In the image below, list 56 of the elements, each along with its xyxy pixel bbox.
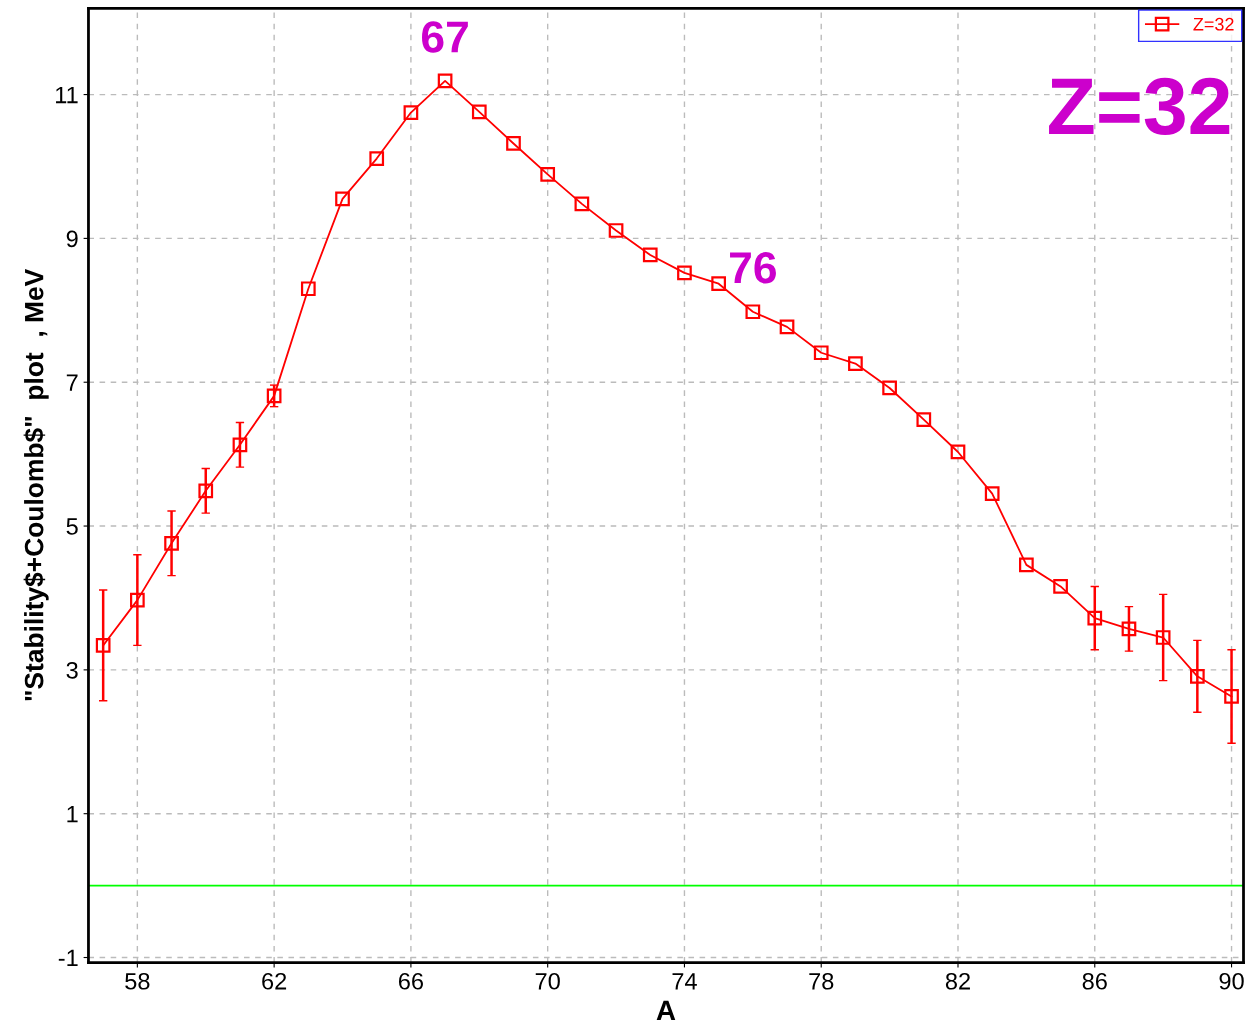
- point: [437, 73, 453, 89]
- annotation: 67: [422, 21, 468, 53]
- y-tick-label: 3: [66, 661, 78, 679]
- legend-label: Z=32: [1193, 17, 1234, 31]
- point: [300, 281, 316, 297]
- point: [198, 483, 214, 499]
- point: [506, 136, 521, 151]
- x-tick-label: 82: [945, 972, 970, 990]
- point: [130, 592, 145, 608]
- point: [1189, 668, 1205, 684]
- point: [266, 388, 282, 404]
- y-tick-label: 5: [66, 518, 78, 535]
- y-axis-title: "Stability$+Coulomb$" plot , MeV: [23, 268, 49, 701]
- y-tick-label: 11: [56, 86, 78, 104]
- point: [335, 191, 350, 207]
- x-tick-label: 86: [1082, 972, 1107, 990]
- point: [677, 265, 692, 281]
- point: [540, 167, 556, 182]
- point: [574, 196, 590, 212]
- point: [471, 104, 487, 120]
- x-tick-label: 66: [398, 972, 423, 990]
- annotation: Z=32: [1049, 77, 1230, 135]
- point: [813, 345, 829, 361]
- x-tick-label: 74: [672, 973, 697, 990]
- point: [1019, 557, 1034, 573]
- point: [711, 276, 726, 292]
- point: [1224, 689, 1239, 704]
- x-axis-title: A: [656, 1000, 676, 1020]
- point: [950, 444, 966, 460]
- point: [608, 223, 624, 238]
- point: [164, 535, 179, 551]
- point: [745, 304, 761, 320]
- point: [882, 380, 897, 396]
- x-tick-label: 90: [1219, 972, 1244, 990]
- point: [848, 356, 863, 371]
- point: [232, 437, 248, 453]
- y-tick-label: 1: [67, 806, 78, 823]
- point: [642, 247, 658, 263]
- y-tick-label: -1: [58, 949, 78, 967]
- x-tick-label: 78: [809, 972, 834, 990]
- annotation: 76: [730, 252, 776, 284]
- x-tick-label: 58: [125, 972, 150, 990]
- point: [1121, 621, 1137, 637]
- y-tick-label: 7: [66, 374, 78, 391]
- point: [779, 319, 795, 335]
- x-tick-label: 70: [535, 972, 560, 990]
- point: [369, 151, 385, 166]
- x-tick-label: 62: [262, 972, 287, 990]
- point: [403, 105, 419, 120]
- point: [916, 412, 932, 427]
- point: [1155, 630, 1171, 645]
- point: [1087, 610, 1103, 626]
- point: [95, 638, 111, 653]
- y-tick-label: 9: [66, 230, 78, 248]
- point: [1053, 579, 1068, 594]
- point: [984, 486, 1000, 502]
